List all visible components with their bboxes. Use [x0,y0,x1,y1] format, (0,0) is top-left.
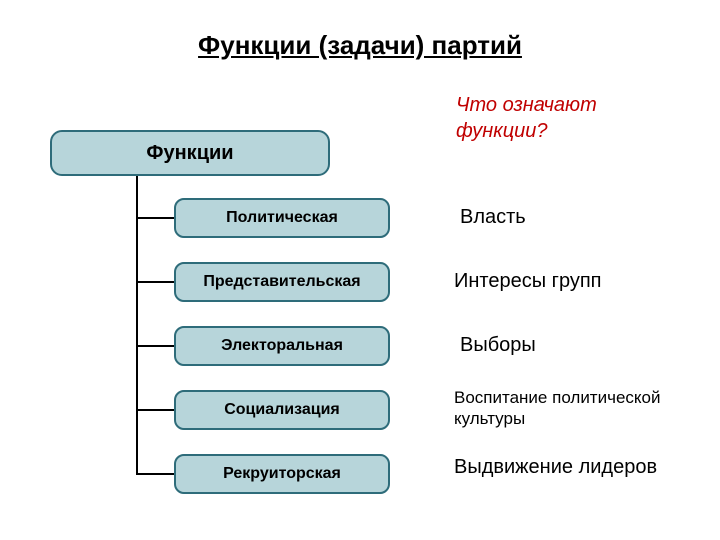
child-node: Политическая [174,198,390,238]
child-node-label: Социализация [224,401,340,419]
connector-horizontal [136,217,174,219]
connector-horizontal [136,345,174,347]
child-node-label: Политическая [226,209,338,227]
child-description: Выдвижение лидеров [454,455,716,480]
connector-vertical [136,176,138,474]
child-node: Рекруиторская [174,454,390,494]
child-node-label: Электоральная [221,337,343,355]
child-node-label: Представительская [203,273,360,291]
root-node-label: Функции [146,142,233,165]
page-title: Функции (задачи) партий [198,30,522,61]
child-description: Власть [460,205,716,230]
question-text: Что означают функции? [456,92,676,144]
root-node: Функции [50,130,330,176]
connector-horizontal [136,281,174,283]
child-node: Представительская [174,262,390,302]
child-description: Выборы [460,333,716,358]
child-description: Воспитание политической культуры [454,387,716,430]
connector-horizontal [136,473,174,475]
child-node-label: Рекруиторская [223,465,341,483]
child-node: Электоральная [174,326,390,366]
child-description: Интересы групп [454,269,716,294]
connector-horizontal [136,409,174,411]
child-node: Социализация [174,390,390,430]
